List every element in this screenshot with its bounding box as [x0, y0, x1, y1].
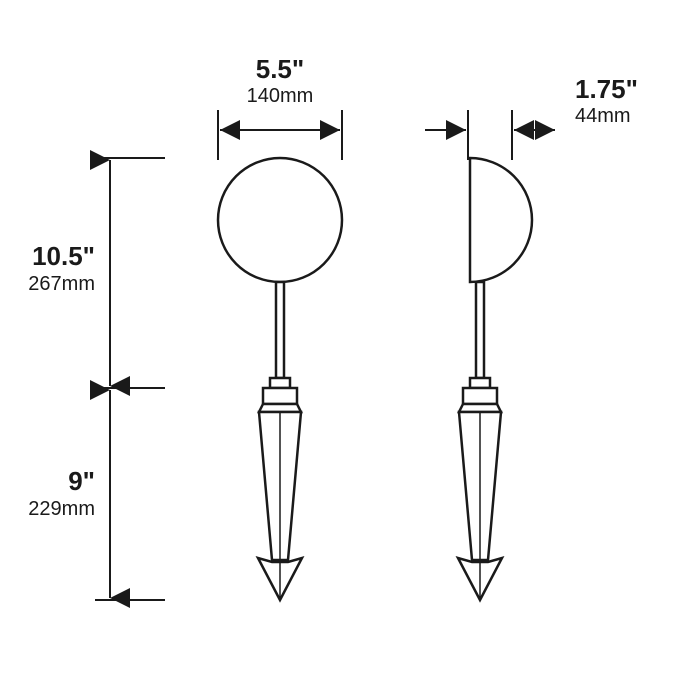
stem-side	[476, 282, 484, 378]
dim-width-front-imperial: 5.5"	[256, 54, 304, 84]
front-view	[218, 158, 342, 600]
dim-width-side-metric: 44mm	[575, 105, 631, 127]
collar	[270, 378, 290, 388]
stake-nut	[263, 388, 297, 404]
head-circle	[218, 158, 342, 282]
stem	[276, 282, 284, 378]
dim-height-upper-metric: 267mm	[28, 273, 95, 295]
side-view	[458, 158, 532, 600]
dimension-diagram: 5.5" 140mm 1.75" 44mm 10.5" 267mm 9" 229…	[0, 0, 700, 700]
dim-height-upper-imperial: 10.5"	[32, 241, 95, 271]
dim-height-lower-metric: 229mm	[28, 498, 95, 520]
stake-nut-side	[463, 388, 497, 404]
dim-width-side-imperial: 1.75"	[575, 74, 638, 104]
dim-height-lower-imperial: 9"	[68, 466, 95, 496]
head-halfdome	[470, 158, 532, 282]
dim-width-front-metric: 140mm	[247, 85, 314, 107]
dimension-text: 5.5" 140mm 1.75" 44mm 10.5" 267mm 9" 229…	[28, 54, 638, 520]
collar-side	[470, 378, 490, 388]
